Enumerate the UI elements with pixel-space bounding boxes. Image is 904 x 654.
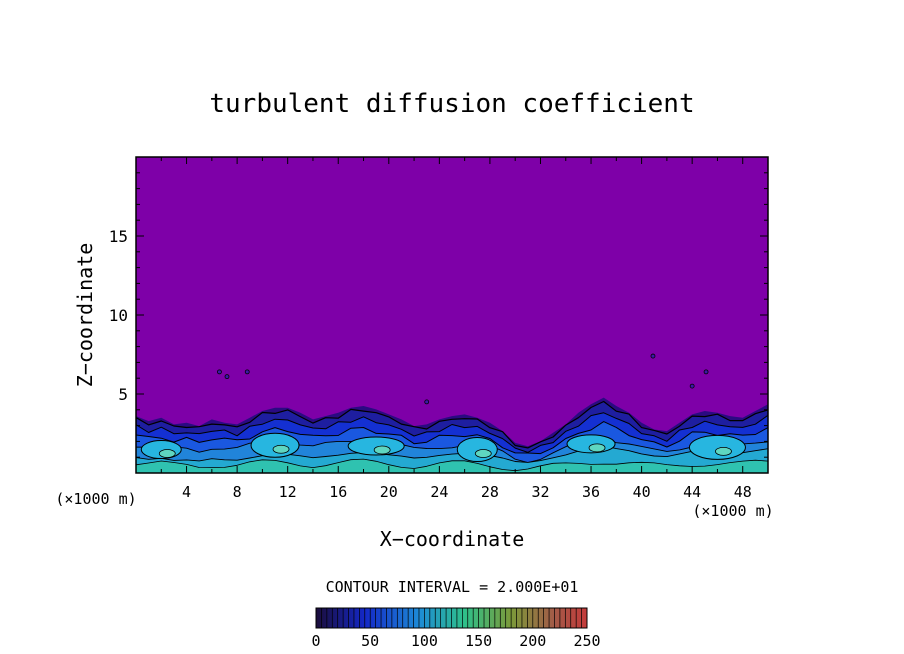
isolated-spot: [689, 383, 695, 389]
isolated-spot: [703, 369, 709, 375]
x-tick-label: 4: [182, 483, 191, 501]
turbulent-cell-core: [474, 449, 492, 458]
colorbar-tick-label: 250: [573, 632, 600, 650]
turbulent-cell-core: [715, 447, 732, 456]
isolated-spot: [650, 353, 656, 359]
x-tick-label: 12: [279, 483, 297, 501]
turbulent-cell-core: [158, 449, 176, 458]
x-tick-label: 36: [582, 483, 600, 501]
colorbar-tick-label: 100: [411, 632, 438, 650]
y-tick-label: 10: [109, 306, 128, 325]
x-tick-label: 24: [430, 483, 448, 501]
x-tick-label: 32: [531, 483, 549, 501]
isolated-spot: [244, 369, 250, 375]
colorbar-frame: [315, 607, 588, 629]
x-unit-label-left: (×1000 m): [55, 490, 136, 508]
turbulent-cell: [688, 434, 746, 460]
colorbar: 0 50 100 150 200 250: [311, 607, 601, 650]
y-axis-label: Z−coordinate: [73, 243, 97, 388]
x-tick-label: 20: [380, 483, 398, 501]
x-axis-label: X−coordinate: [380, 527, 525, 551]
isolated-spot: [224, 374, 230, 380]
isolated-spot: [424, 399, 430, 405]
bl-band-6: [136, 458, 768, 473]
contour-interval-label: CONTOUR INTERVAL = 2.000E+01: [326, 578, 579, 596]
x-tick-label: 44: [683, 483, 701, 501]
x-tick-label: 8: [233, 483, 242, 501]
turbulent-cell-core: [272, 444, 290, 454]
x-unit-label-right: (×1000 m): [692, 502, 773, 520]
y-tick-label: 15: [109, 227, 128, 246]
x-tick-label: 40: [633, 483, 651, 501]
y-tick-label: 5: [118, 385, 128, 404]
turbulent-cell: [250, 432, 300, 458]
turbulent-cell-core: [588, 443, 606, 453]
colorbar-tick-label: 150: [465, 632, 492, 650]
turbulent-cell: [456, 437, 498, 463]
turbulent-cell-core: [373, 445, 391, 455]
x-tick-label: 28: [481, 483, 499, 501]
colorbar-tick-label: 0: [311, 632, 320, 650]
x-tick-label: 16: [329, 483, 347, 501]
chart-title: turbulent diffusion coefficient: [209, 89, 694, 119]
isolated-spot: [217, 369, 222, 375]
colorbar-tick-label: 50: [361, 632, 379, 650]
x-tick-label: 48: [734, 483, 752, 501]
colorbar-tick-label: 200: [519, 632, 546, 650]
